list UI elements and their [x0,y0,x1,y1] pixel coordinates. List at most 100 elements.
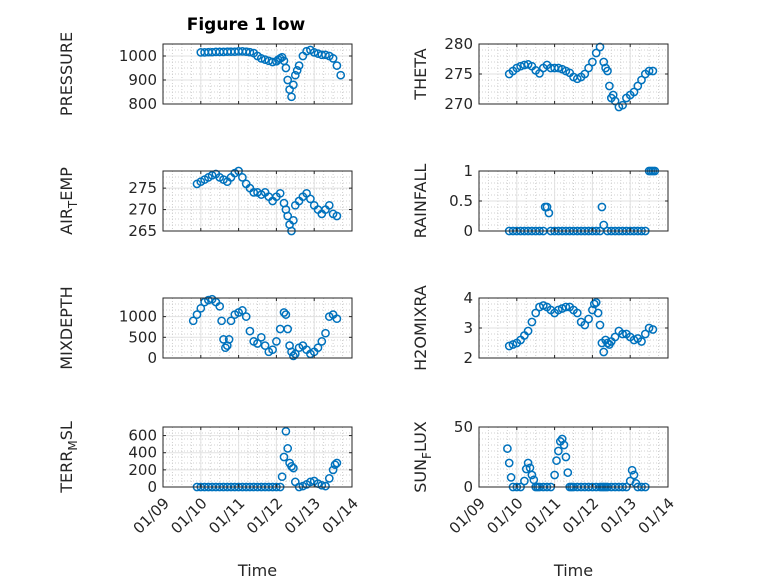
data-point [313,343,323,353]
data-point [550,470,559,480]
data-point [599,347,609,357]
data-point [561,452,571,462]
axes-box [478,426,669,488]
y-tick-label: 1000 [119,308,157,326]
data-point [610,96,620,106]
y-tick-label: 275 [128,179,157,197]
data-point [277,472,287,482]
y-tick-label: 500 [128,328,157,346]
data-point [330,460,340,470]
data-point [281,63,291,73]
series-markers [504,42,658,112]
data-point [289,80,298,90]
y-tick-label: 270 [444,95,473,113]
x-tick-label: 01/11 [521,494,564,537]
y-tick-label: 900 [128,71,157,89]
data-point [241,312,251,321]
data-point [332,61,342,70]
x-tick-label: 01/12 [243,494,286,537]
data-point [238,173,247,182]
data-point [603,66,612,76]
data-point [192,310,202,319]
data-point [309,48,319,57]
data-point [321,481,330,491]
data-point [196,303,206,313]
data-point [224,335,234,344]
x-tick-label: 01/10 [167,494,210,537]
y-tick-label: 0.5 [449,192,473,210]
axes-air_temp: 265 270 275 AIRTEMP [57,166,353,240]
data-point [618,329,627,339]
data-point [503,444,512,453]
y-tick-label: 0 [463,478,473,496]
data-point [593,308,603,318]
data-point [245,326,255,336]
data-point [506,473,516,482]
data-point [245,47,255,57]
data-point [554,63,563,73]
data-point [591,48,601,58]
data-point [283,444,293,453]
data-point [272,337,281,346]
data-point [637,75,646,85]
data-point [595,42,605,52]
data-point [281,310,291,319]
data-point [336,70,346,80]
data-point [523,458,533,468]
data-point [324,474,334,483]
x-tick-label: 01/09 [446,494,489,537]
y-axis-label: AIRTEMP [57,167,80,235]
y-tick-label: 2 [463,349,473,367]
data-point [294,61,304,70]
data-point [648,66,658,76]
axes-box [162,426,353,488]
data-point [527,317,537,327]
series-markers [196,45,346,102]
data-point [559,440,569,450]
data-point [279,308,289,317]
data-point [580,320,590,330]
y-tick-label: 0 [463,222,473,240]
data-point [527,470,537,480]
data-point [215,301,225,311]
y-tick-label: 3 [463,319,473,337]
axes-mixdepth: 0 500 1000 MIXDEPTH [57,286,353,370]
data-point [290,70,300,80]
y-axis-label: SUNFLUX [411,421,434,493]
data-point [554,446,563,456]
axes-rainfall: 0 0.5 1 RAINFALL [411,162,669,240]
data-point [599,220,609,230]
data-point [648,325,658,334]
data-point [572,308,582,318]
data-point [584,314,593,324]
y-tick-label: 200 [128,461,157,479]
data-point [289,463,298,473]
data-point [644,66,654,76]
grid [162,297,352,359]
data-point [332,211,342,221]
data-point [328,54,338,63]
axes-box [162,170,353,232]
data-point [563,468,573,477]
data-point [204,295,213,305]
grid [478,426,668,488]
data-point [629,470,639,480]
data-point [221,343,230,353]
y-tick-label: 600 [128,427,157,445]
data-point [256,332,266,342]
grid [162,170,352,232]
y-tick-label: 270 [128,201,157,219]
data-point [618,100,627,110]
data-point [633,81,643,91]
y-axis-label: H2OMIXRA [411,285,430,371]
data-point [260,55,270,64]
x-tick-label: 01/11 [205,494,248,537]
y-tick-label: 265 [128,222,157,240]
data-point [597,202,607,212]
x-tick-label: 01/12 [559,494,602,537]
data-point [552,456,561,465]
x-tick-label: 01/13 [597,494,640,537]
data-point [332,314,342,324]
data-point [253,339,262,348]
data-point [279,452,289,462]
